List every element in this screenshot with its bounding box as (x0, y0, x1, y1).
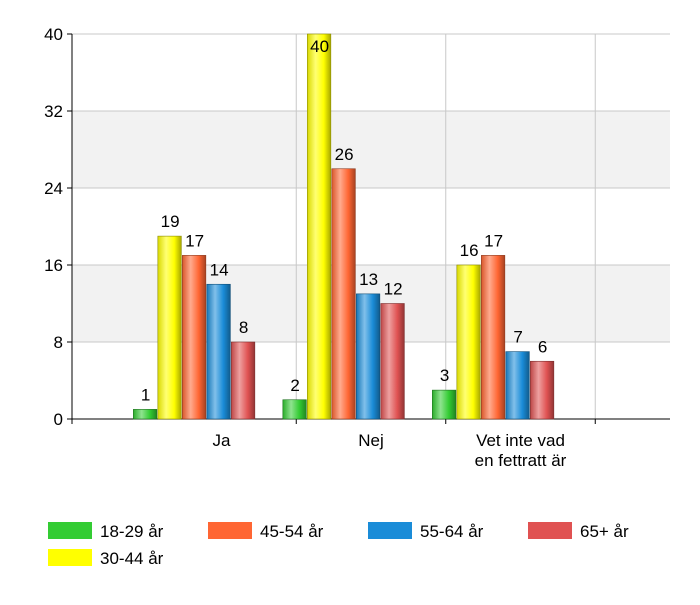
bar-value-label: 8 (239, 318, 248, 337)
legend-swatch (208, 522, 252, 539)
bar (157, 235, 182, 420)
y-tick-label: 24 (44, 179, 63, 198)
bar (133, 409, 158, 420)
bar-value-label: 17 (185, 231, 204, 250)
bar (231, 341, 256, 420)
bar-value-label: 17 (484, 231, 503, 250)
bar-value-label: 26 (335, 145, 354, 164)
bar (356, 293, 381, 420)
y-tick-label: 8 (54, 333, 63, 352)
legend-label: 30-44 år (100, 549, 164, 568)
plot-band (72, 34, 670, 111)
bar-value-label: 14 (210, 260, 229, 279)
bar-value-label: 7 (513, 328, 522, 347)
bar-value-label: 12 (384, 280, 403, 299)
bar (206, 283, 231, 420)
legend-label: 65+ år (580, 522, 629, 541)
y-tick-label: 40 (44, 25, 63, 44)
y-tick-label: 0 (54, 410, 63, 429)
y-tick-label: 32 (44, 102, 63, 121)
plot-band (72, 111, 670, 188)
bar (505, 351, 530, 420)
bar-value-label: 16 (460, 241, 479, 260)
bars (133, 33, 555, 420)
legend: 18-29 år 45-54 år 55-64 år 65+ år 30-44 år (48, 522, 629, 568)
legend-swatch (48, 522, 92, 539)
legend-item: 18-29 år (48, 522, 164, 541)
bar-value-label: 2 (290, 376, 299, 395)
x-category-label: Vet inte vad en fettratt är (475, 431, 567, 470)
bar-value-label: 6 (538, 337, 547, 356)
legend-item: 45-54 år (208, 522, 324, 541)
bar-value-label: 3 (440, 366, 449, 385)
legend-label: 18-29 år (100, 522, 164, 541)
bar (432, 389, 457, 420)
legend-item: 65+ år (528, 522, 629, 541)
bar (282, 399, 307, 420)
bar (331, 168, 356, 420)
bar (307, 33, 332, 420)
bar (380, 303, 405, 420)
legend-swatch (48, 549, 92, 566)
bar (481, 255, 506, 420)
legend-swatch (528, 522, 572, 539)
legend-item: 30-44 år (48, 549, 164, 568)
y-tick-label: 16 (44, 256, 63, 275)
x-category-label: Nej (358, 431, 384, 450)
bar (530, 360, 555, 420)
bar (182, 255, 207, 420)
legend-label: 45-54 år (260, 522, 324, 541)
bar-value-label: 19 (161, 212, 180, 231)
x-category-label: Ja (213, 431, 232, 450)
bar-value-label: 40 (310, 37, 329, 56)
bar-value-label: 1 (141, 385, 150, 404)
legend-item: 55-64 år (368, 522, 484, 541)
bar (456, 264, 481, 420)
legend-label: 55-64 år (420, 522, 484, 541)
bar-value-labels: 1 19 17 14 8 2 40 26 13 12 3 16 17 76 (141, 37, 547, 404)
legend-swatch (368, 522, 412, 539)
bar-value-label: 13 (359, 270, 378, 289)
